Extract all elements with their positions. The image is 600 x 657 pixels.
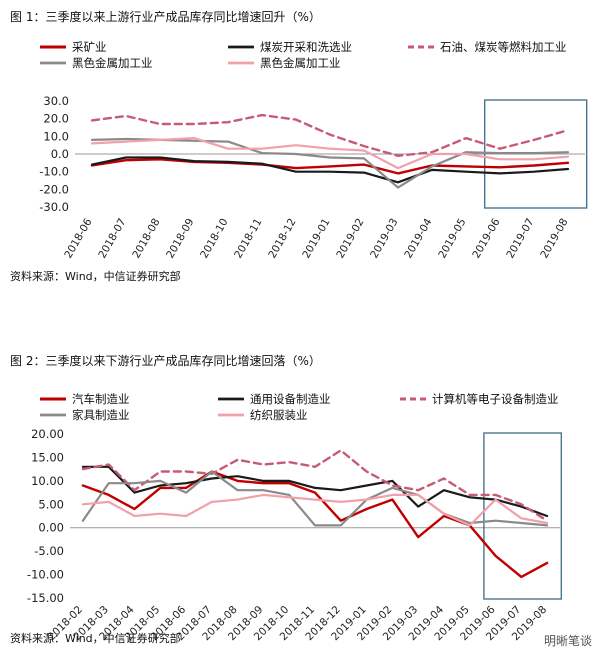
chart-1-y-tick-label: -30.0 (39, 200, 69, 214)
chart-2-highlight-box (483, 432, 562, 600)
chart-2-y-tick-label: 5.00 (38, 497, 64, 511)
chart-1-y-tick-label: -20.0 (39, 182, 69, 196)
chart-1-y-tick-label: 0.0 (51, 147, 69, 161)
chart-1-y-tick-label: 20.0 (43, 112, 69, 126)
chart-2-y-tick-label: 20.00 (31, 427, 64, 441)
chart-1-legend-label: 黑色金属加工业 (260, 56, 341, 70)
chart-2-legend-label: 通用设备制造业 (250, 392, 331, 406)
chart-1-y-tick-label: 30.0 (43, 94, 69, 108)
chart-1-y-tick-label: -10.0 (39, 165, 69, 179)
chart-2-y-tick-label: 0.00 (38, 521, 64, 535)
chart-1-series-line-3 (90, 113, 570, 158)
chart-2-legend-label: 汽车制造业 (72, 392, 130, 406)
chart-1-series-line-2 (90, 156, 570, 184)
chart-2-legend-label: 计算机等电子设备制造业 (432, 392, 559, 406)
figure-2-source: 资料来源：Wind，中信证券研究部 (10, 632, 181, 645)
chart-1-legend-label: 煤炭开采和洗选业 (260, 40, 352, 54)
chart-2-legend-label: 家具制造业 (72, 408, 130, 422)
chart-2-y-tick-label: -5.00 (34, 544, 64, 558)
chart-2-series-line-4 (81, 470, 549, 527)
chart-1-series-line-5 (90, 137, 570, 170)
chart-1-legend-label: 采矿业 (72, 40, 107, 54)
chart-1-legend-label: 黑色金属加工业 (72, 56, 153, 70)
chart-2-y-tick-label: 10.00 (31, 474, 64, 488)
chart-2-y-tick-label: -10.00 (27, 568, 64, 582)
chart-2-y-tick-label: -15.00 (27, 591, 64, 605)
chart-1-series-line-1 (90, 158, 570, 175)
chart-1-legend-label: 石油、煤炭等燃料加工业 (440, 40, 567, 54)
chart-2-series-line-5 (81, 493, 549, 527)
chart-2-series-line-3 (81, 449, 549, 522)
chart-2-series-line-2 (81, 465, 549, 518)
figure-1-source: 资料来源：Wind，中信证券研究部 (10, 270, 181, 283)
chart-2-y-tick-label: 15.00 (31, 450, 64, 464)
figure-1-caption: 图 1：三季度以来上游行业产成品库存同比增速回升（%） (10, 10, 321, 24)
watermark-text: 明晰笔谈 (543, 634, 592, 648)
chart-1-y-tick-label: 10.0 (43, 129, 69, 143)
chart-2-legend-label: 纺织服装业 (250, 408, 308, 422)
chart-1-highlight-box (484, 99, 588, 209)
figure-2-caption: 图 2：三季度以来下游行业产成品库存同比增速回落（%） (10, 354, 321, 368)
